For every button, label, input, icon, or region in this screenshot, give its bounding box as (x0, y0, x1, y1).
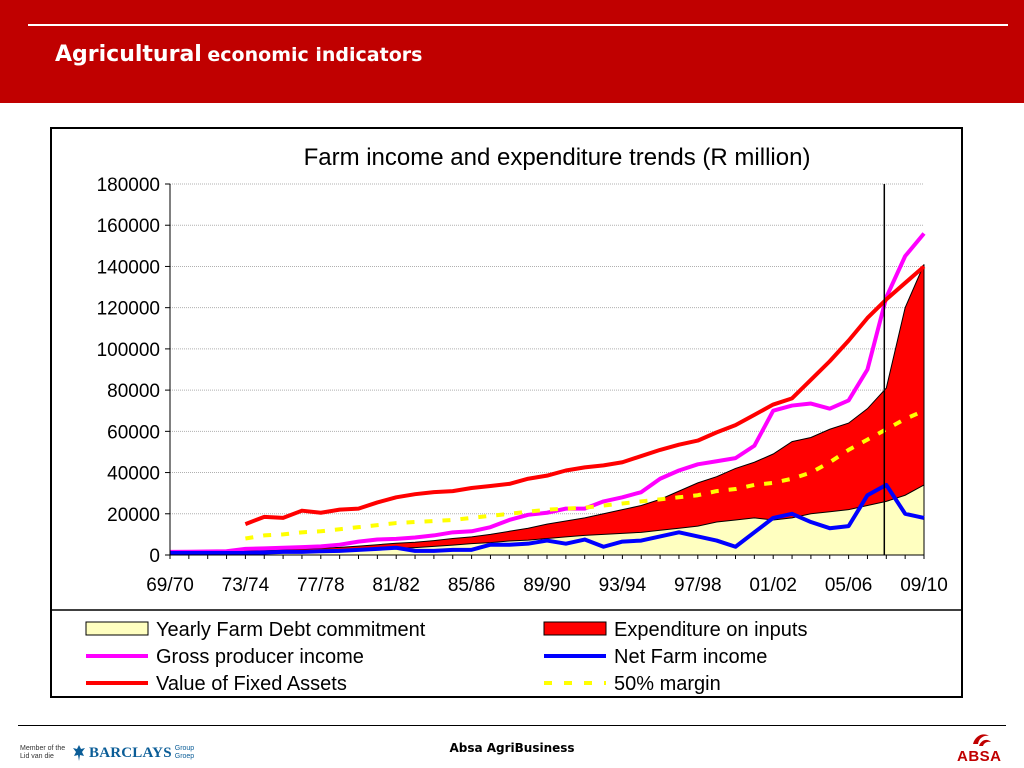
y-tick-label: 40000 (107, 464, 160, 485)
x-tick-label: 85/86 (448, 575, 496, 596)
y-tick-label: 160000 (97, 216, 160, 237)
absa-mark-icon (973, 734, 991, 746)
x-tick-label: 05/06 (825, 575, 873, 596)
barclays-member-line-2: Lid van die (20, 753, 54, 760)
footer-rule (18, 725, 1006, 726)
x-tick-label: 01/02 (749, 575, 797, 596)
x-tick-label: 09/10 (900, 575, 948, 596)
series-gross-producer-income-line (169, 232, 926, 554)
y-tick-label: 80000 (107, 381, 160, 402)
series-50-percent-margin-line (245, 408, 925, 541)
series-net-farm-income-line (170, 482, 925, 555)
x-tick-label: 89/90 (523, 575, 571, 596)
legend-label: Value of Fixed Assets (156, 673, 347, 695)
slide-title-sub: economic indicators (207, 44, 423, 66)
y-tick-label: 0 (149, 546, 160, 567)
x-tick-label: 77/78 (297, 575, 345, 596)
chart: Farm income and expenditure trends (R mi… (52, 144, 961, 695)
eagle-icon (73, 745, 85, 761)
chart-title: Farm income and expenditure trends (R mi… (304, 144, 811, 171)
barclays-group-line-2: Groep (174, 753, 195, 760)
x-tick-label: 97/98 (674, 575, 722, 596)
header-rule (28, 24, 1008, 26)
absa-logo: ABSA (955, 730, 1015, 766)
x-tick-label: 93/94 (599, 575, 647, 596)
y-tick-label: 120000 (97, 299, 160, 320)
legend-label: 50% margin (614, 673, 721, 695)
y-tick-label: 100000 (97, 340, 160, 361)
barclays-member-text: Member of the Lid van die (20, 745, 70, 761)
slide-title-main: Agricultural (55, 42, 202, 67)
chart-frame: Farm income and expenditure trends (R mi… (50, 127, 963, 698)
header-bar: Agricultural economic indicators (0, 0, 1024, 103)
barclays-group-text: Group Groep (175, 745, 194, 761)
barclays-group-line-1: Group (174, 745, 195, 752)
x-tick-label: 69/70 (146, 575, 194, 596)
barclays-logo: Member of the Lid van die BARCLAYS Group… (20, 742, 194, 764)
legend-label: Yearly Farm Debt commitment (156, 619, 426, 641)
series-value-of-fixed-assets-line (244, 264, 926, 526)
barclays-name: BARCLAYS (89, 744, 172, 761)
x-tick-label: 73/74 (222, 575, 270, 596)
legend-swatch (85, 621, 149, 636)
y-tick-label: 180000 (97, 175, 160, 196)
y-tick-label: 140000 (97, 257, 160, 278)
legend-label: Gross producer income (156, 646, 364, 668)
x-tick-label: 81/82 (372, 575, 420, 596)
legend-label: Expenditure on inputs (614, 619, 807, 641)
y-tick-label: 20000 (107, 505, 160, 526)
slide-title: Agricultural economic indicators (55, 42, 422, 67)
footer-text: Absa AgriBusiness (449, 741, 575, 755)
y-tick-label: 60000 (107, 422, 160, 443)
legend-label: Net Farm income (614, 646, 767, 668)
absa-logo-text: ABSA (957, 748, 1002, 765)
legend-swatch (543, 621, 607, 636)
barclays-member-line-1: Member of the (20, 745, 66, 752)
